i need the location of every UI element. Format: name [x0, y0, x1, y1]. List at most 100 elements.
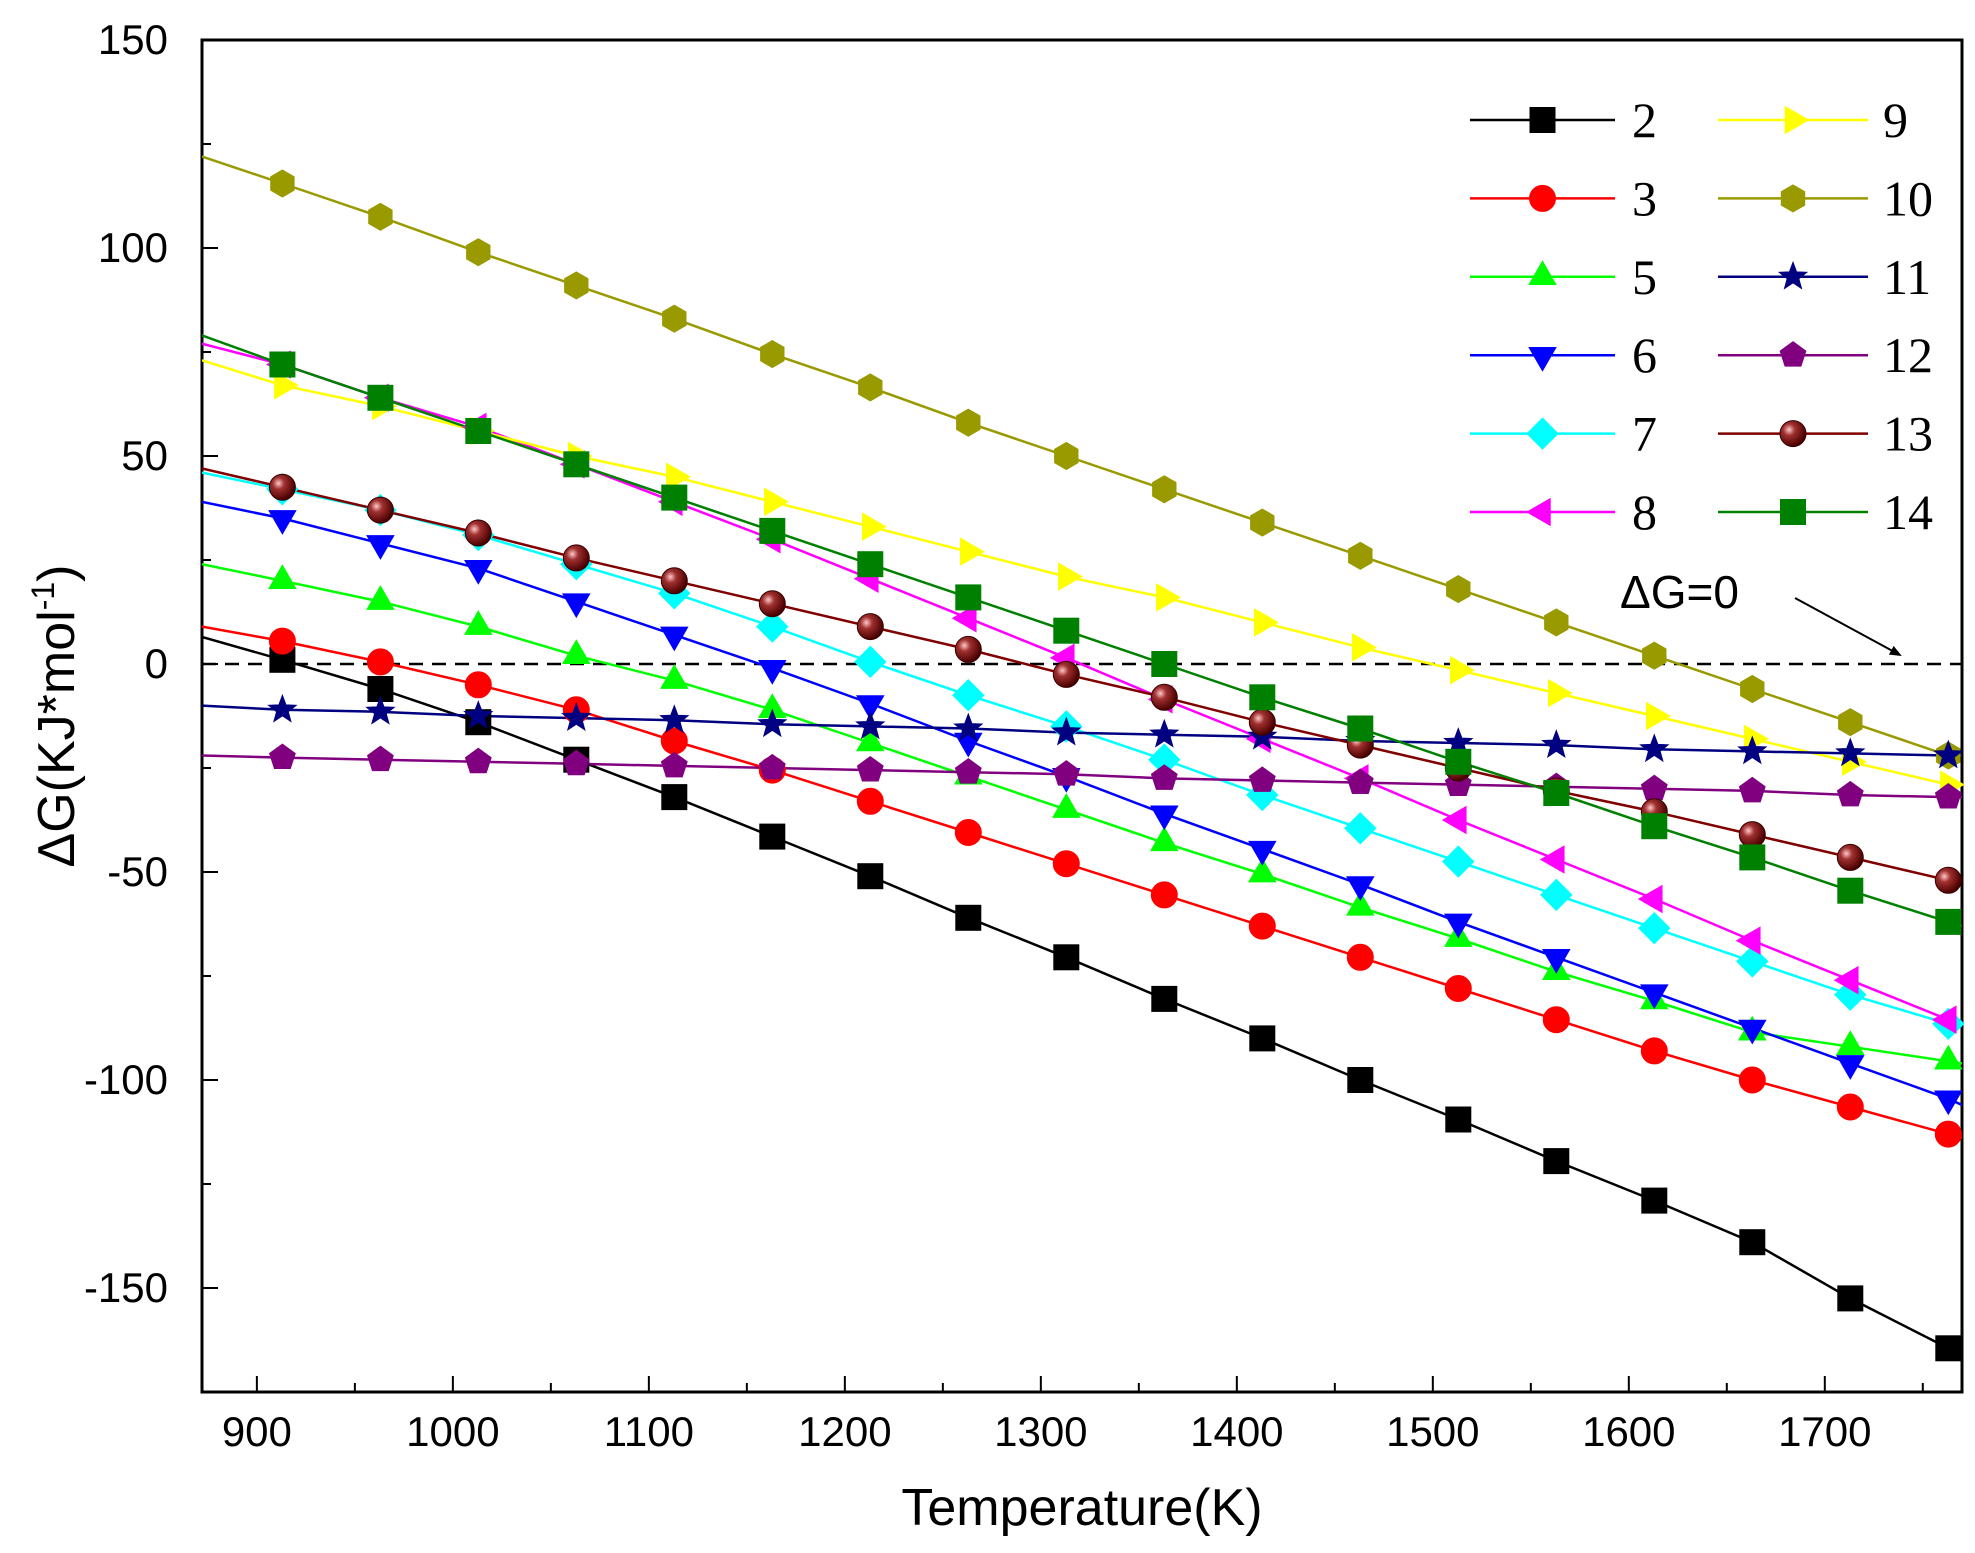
data-point-series-3	[464, 671, 492, 699]
annotation-arrow	[1794, 597, 1902, 656]
data-point-series-11	[659, 704, 690, 734]
data-point-series-9	[764, 487, 789, 517]
data-point-series-5	[1150, 826, 1179, 852]
data-point-series-13	[856, 613, 884, 641]
series-markers-13	[268, 473, 1962, 894]
data-point-series-3	[1836, 1093, 1864, 1121]
series-markers-2	[269, 646, 1962, 1362]
legend-label: 10	[1883, 170, 1933, 226]
x-tick-label: 1200	[798, 1408, 891, 1455]
data-point-series-12	[1150, 764, 1178, 790]
data-point-series-10	[1152, 475, 1177, 504]
data-point-series-2	[1935, 1335, 1962, 1362]
data-point-series-9	[1058, 562, 1083, 591]
legend-item-12: 12	[1718, 327, 1933, 383]
data-point-series-14	[1151, 651, 1178, 677]
x-tick-label: 1300	[994, 1408, 1087, 1455]
x-tick-label: 1700	[1778, 1408, 1871, 1455]
data-point-series-13	[1836, 843, 1864, 871]
series-markers-7	[266, 473, 1965, 1041]
data-point-series-2	[1837, 1285, 1864, 1312]
data-point-series-12	[562, 749, 590, 776]
data-point-series-6	[1738, 1019, 1767, 1045]
data-point-series-14	[1445, 748, 1472, 775]
data-point-series-6	[1346, 876, 1375, 902]
data-point-series-6	[1150, 805, 1179, 831]
annotation-dg-zero: ΔG=0	[1620, 566, 1902, 656]
data-point-series-14	[1641, 813, 1668, 840]
legend-label: 5	[1632, 249, 1657, 305]
data-point-series-10	[466, 238, 491, 267]
data-point-series-10	[1544, 608, 1569, 637]
data-point-series-11	[365, 695, 396, 725]
data-point-series-5	[1836, 1030, 1865, 1055]
data-point-series-10	[564, 271, 589, 300]
data-point-series-7	[1736, 945, 1769, 978]
annotation-text: ΔG=0	[1620, 566, 1739, 618]
y-axis: 150 100 50 0 -50 -100 -150	[84, 16, 218, 1393]
legend-label: 2	[1632, 92, 1657, 148]
data-point-series-14	[1739, 844, 1766, 871]
data-point-series-9	[1156, 583, 1181, 612]
data-point-series-2	[1249, 1025, 1276, 1052]
data-point-series-3	[268, 627, 296, 655]
series-markers-3	[268, 627, 1962, 1148]
data-point-series-14	[367, 384, 394, 411]
data-point-series-14	[759, 517, 786, 544]
data-point-series-11	[953, 712, 984, 742]
data-point-series-3	[1248, 912, 1276, 940]
data-point-series-13	[1248, 708, 1276, 736]
y-tick-label: -150	[84, 1264, 168, 1311]
data-point-series-12	[268, 743, 296, 770]
data-point-series-6	[464, 560, 493, 585]
data-point-series-6	[1542, 949, 1571, 974]
data-point-series-10	[760, 340, 785, 369]
series-line-14	[202, 334, 1962, 928]
data-point-series-6	[1248, 840, 1277, 866]
data-point-series-6	[1640, 984, 1669, 1010]
data-point-series-3	[1640, 1037, 1668, 1065]
data-point-series-13	[1052, 660, 1080, 688]
data-point-series-12	[464, 747, 492, 774]
legend-marker-7	[1526, 417, 1559, 450]
x-tick-label: 900	[222, 1408, 292, 1455]
data-point-series-3	[660, 727, 688, 755]
data-point-series-11	[1639, 733, 1670, 763]
data-point-series-2	[1739, 1229, 1766, 1256]
data-point-series-7	[1344, 812, 1377, 845]
legend-marker-11	[1777, 260, 1809, 290]
data-point-series-6	[268, 510, 297, 535]
data-point-series-6	[856, 695, 885, 721]
data-point-series-12	[1052, 760, 1080, 786]
data-point-series-9	[1450, 655, 1475, 685]
data-point-series-11	[1051, 716, 1082, 746]
data-point-series-3	[1542, 1006, 1570, 1034]
data-point-series-2	[1151, 985, 1178, 1012]
data-point-series-8	[1441, 805, 1467, 835]
data-point-series-2	[857, 863, 884, 890]
data-point-series-2	[955, 904, 982, 931]
series-line-2	[202, 635, 1962, 1356]
data-point-series-3	[856, 787, 884, 815]
legend-item-5: 5	[1470, 249, 1657, 305]
data-point-series-3	[1150, 881, 1178, 909]
data-point-series-5	[1248, 857, 1277, 883]
data-point-series-6	[366, 535, 395, 560]
data-point-series-12	[1934, 782, 1962, 809]
data-point-series-10	[858, 373, 883, 402]
data-point-series-13	[660, 567, 688, 595]
data-point-series-7	[854, 645, 887, 679]
legend-label: 12	[1883, 327, 1933, 383]
data-point-series-9	[1352, 633, 1377, 662]
legend-item-11: 11	[1718, 249, 1931, 305]
data-point-series-14	[857, 551, 884, 578]
data-point-series-3	[366, 648, 394, 676]
data-point-series-7	[756, 610, 789, 643]
data-point-series-13	[954, 635, 982, 663]
series-markers-8	[265, 350, 1957, 1034]
data-point-series-13	[464, 519, 492, 547]
legend-label: 8	[1632, 484, 1657, 540]
data-point-series-5	[660, 664, 689, 689]
data-point-series-13	[1150, 683, 1178, 711]
data-point-series-6	[1836, 1055, 1865, 1080]
